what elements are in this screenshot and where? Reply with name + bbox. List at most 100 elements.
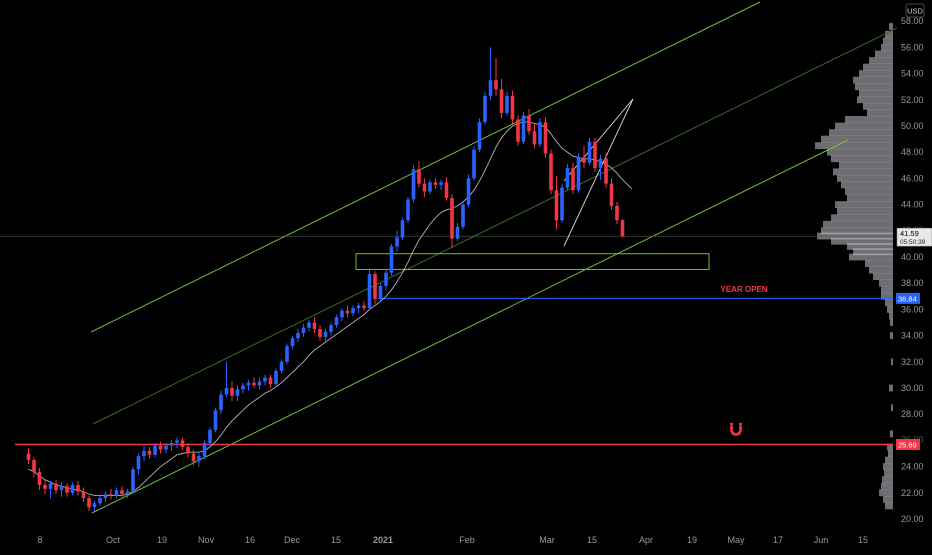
candle	[609, 178, 614, 210]
candle-body	[417, 169, 421, 184]
candle	[26, 448, 31, 464]
candle-body	[296, 332, 300, 339]
time-tick-label: 17	[773, 535, 783, 545]
candle	[43, 479, 47, 495]
candle-body	[307, 322, 311, 328]
candle-body	[560, 187, 564, 221]
candle	[224, 361, 229, 398]
volume-profile-bar	[890, 332, 893, 339]
magnet-icon[interactable]	[730, 423, 742, 436]
candle-body	[367, 274, 372, 309]
year-open-label: YEAR OPEN	[720, 285, 767, 294]
candle-body	[65, 486, 69, 493]
candle	[87, 495, 91, 512]
candle	[499, 78, 504, 119]
candle	[488, 47, 493, 100]
candle	[351, 305, 355, 316]
candle-body	[318, 329, 322, 337]
candle	[593, 137, 597, 172]
candle	[202, 440, 207, 459]
rising-wedge	[563, 98, 634, 247]
demand-zone	[355, 253, 710, 270]
volume-profile-bar	[885, 30, 893, 38]
time-tick-label: 19	[687, 535, 697, 545]
volume-profile-bar	[831, 155, 893, 163]
candle	[455, 222, 460, 242]
candle	[235, 385, 240, 402]
candle-body	[323, 331, 328, 337]
candle	[125, 488, 130, 499]
candle	[169, 440, 174, 451]
volume-profile-bar	[891, 404, 893, 412]
candle	[109, 488, 113, 500]
candle	[98, 495, 102, 506]
support-price-value: 25.69	[898, 440, 917, 449]
candle-body	[609, 183, 614, 206]
candle	[213, 407, 218, 433]
candle-body	[620, 220, 625, 237]
time-axis[interactable]: 8 Oct 19 Nov 16 Dec 15 2021 Feb Mar 15 Apr 19 May 17 Ju…	[37, 535, 868, 545]
volume-profile-bar	[865, 260, 893, 267]
candle	[510, 90, 515, 124]
candle-body	[554, 190, 559, 221]
candle	[81, 487, 86, 502]
candle-body	[54, 483, 58, 491]
volume-profile-bar	[853, 76, 893, 84]
candle	[565, 163, 570, 191]
candle-body	[87, 498, 91, 508]
candle-body	[202, 443, 207, 457]
candle-body	[257, 381, 262, 386]
price-tick-label: 28.00	[901, 409, 924, 419]
candle	[444, 177, 449, 201]
volume-profile-bar	[845, 188, 893, 195]
candle-body	[164, 445, 168, 450]
candle	[477, 118, 482, 153]
candle	[411, 165, 416, 202]
candle	[120, 486, 124, 497]
candle-body	[615, 205, 619, 221]
candle-body	[59, 486, 64, 491]
candle-body	[312, 322, 317, 330]
volume-profile-bar	[888, 450, 893, 457]
candle	[433, 178, 438, 189]
candle-body	[488, 80, 493, 96]
candle	[136, 453, 141, 475]
volume-profile-bar	[885, 502, 893, 510]
candle	[153, 443, 157, 458]
candle	[180, 437, 185, 450]
candle	[549, 149, 553, 195]
candle	[48, 481, 53, 499]
time-tick-label: Nov	[198, 535, 215, 545]
candle	[59, 482, 64, 497]
currency-badge[interactable]: USD	[905, 3, 925, 18]
volume-profile-bar	[873, 273, 893, 281]
candle-body	[252, 382, 256, 386]
candle	[329, 322, 333, 336]
candle	[450, 194, 454, 248]
price-tick-label: 48.00	[901, 147, 924, 157]
candle-body	[197, 456, 201, 462]
candle-body	[494, 80, 498, 90]
candle	[241, 382, 245, 394]
candle	[582, 145, 586, 168]
candle-body	[109, 494, 113, 496]
volume-profile-bar	[889, 312, 893, 320]
candle-body	[268, 377, 273, 385]
time-tick-label: 15	[587, 535, 597, 545]
candle-body	[301, 327, 306, 333]
current-price-value: 41.59	[900, 229, 919, 238]
candle-body	[461, 204, 465, 227]
candle-body	[444, 182, 449, 199]
volume-profile-bar	[881, 44, 893, 51]
candle	[164, 443, 168, 454]
candle	[389, 243, 394, 276]
volume-profile-bar	[823, 220, 893, 228]
candle	[147, 446, 152, 459]
candle	[494, 57, 498, 96]
candle	[301, 323, 306, 337]
candle	[560, 183, 564, 223]
candle-body	[48, 483, 53, 489]
channel-lower-line	[91, 139, 849, 514]
